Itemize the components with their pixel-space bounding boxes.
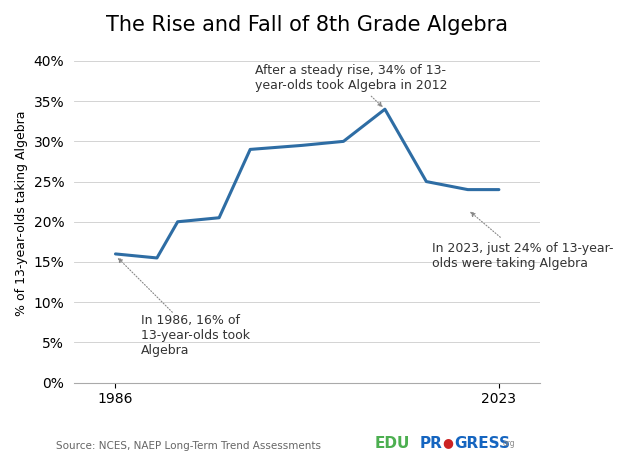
Text: EDU: EDU [374, 436, 410, 451]
Text: PR: PR [419, 436, 442, 451]
Title: The Rise and Fall of 8th Grade Algebra: The Rise and Fall of 8th Grade Algebra [106, 15, 508, 35]
Y-axis label: % of 13-year-olds taking Algebra: % of 13-year-olds taking Algebra [15, 111, 28, 317]
Text: Source: NCES, NAEP Long-Term Trend Assessments: Source: NCES, NAEP Long-Term Trend Asses… [56, 441, 321, 451]
Text: org: org [503, 439, 515, 448]
Text: ●: ● [442, 436, 452, 449]
Text: GRESS: GRESS [454, 436, 510, 451]
Text: In 2023, just 24% of 13-year-
olds were taking Algebra: In 2023, just 24% of 13-year- olds were … [432, 212, 613, 270]
Text: In 1986, 16% of
13-year-olds took
Algebra: In 1986, 16% of 13-year-olds took Algebr… [119, 258, 250, 357]
Text: After a steady rise, 34% of 13-
year-olds took Algebra in 2012: After a steady rise, 34% of 13- year-old… [255, 63, 448, 106]
